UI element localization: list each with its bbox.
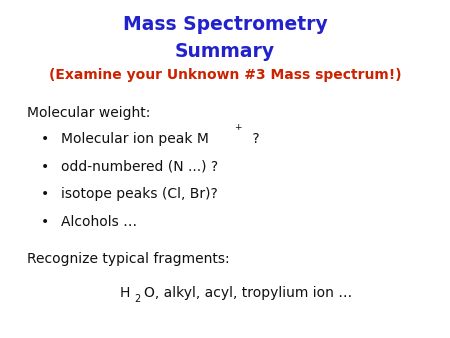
Text: 2: 2 [134,294,140,304]
Text: •: • [40,160,49,173]
Text: +: + [234,123,242,132]
Text: odd-numbered (N ...) ?: odd-numbered (N ...) ? [61,160,218,173]
Text: O, alkyl, acyl, tropylium ion …: O, alkyl, acyl, tropylium ion … [144,286,352,299]
Text: (Examine your Unknown #3 Mass spectrum!): (Examine your Unknown #3 Mass spectrum!) [49,68,401,81]
Text: •: • [40,187,49,201]
Text: •: • [40,215,49,229]
Text: Summary: Summary [175,42,275,61]
Text: Alcohols …: Alcohols … [61,215,137,229]
Text: Mass Spectrometry: Mass Spectrometry [122,15,328,34]
Text: H: H [119,286,130,299]
Text: Molecular ion peak M: Molecular ion peak M [61,132,209,146]
Text: Recognize typical fragments:: Recognize typical fragments: [27,252,230,266]
Text: Molecular weight:: Molecular weight: [27,106,150,120]
Text: isotope peaks (Cl, Br)?: isotope peaks (Cl, Br)? [61,187,217,201]
Text: ?: ? [248,132,259,146]
Text: •: • [40,132,49,146]
